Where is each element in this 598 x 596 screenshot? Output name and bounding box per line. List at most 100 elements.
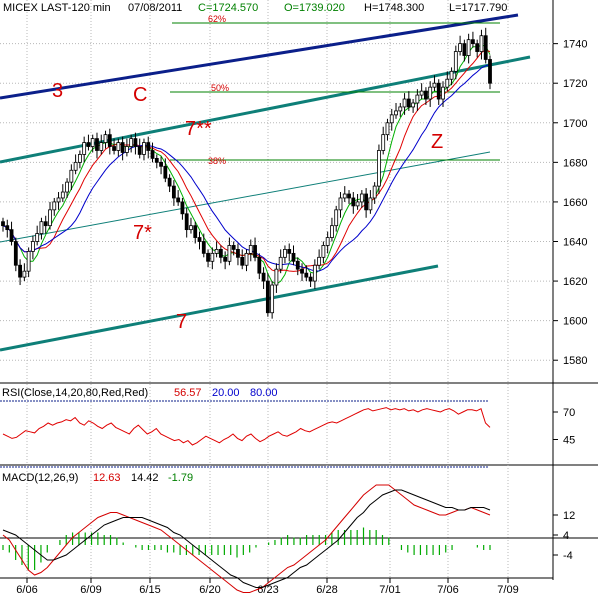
channel-top-line [0, 13, 519, 100]
candle-body [347, 193, 351, 199]
candle-body [120, 142, 125, 153]
candle-body [317, 256, 322, 266]
candle-body [351, 197, 356, 207]
wave-label-3: 3 [52, 80, 63, 102]
price-tick-label: 1600 [563, 316, 587, 328]
candle-body [424, 90, 428, 100]
candle-body [330, 225, 334, 238]
candle-body [218, 249, 223, 258]
price-tick-label: 1640 [563, 236, 587, 248]
candle-body [180, 201, 185, 215]
date-tick-label: 6/23 [257, 584, 278, 596]
candle-body [261, 272, 266, 282]
candle-body [291, 252, 296, 262]
candle-body [359, 193, 364, 203]
candle-body [142, 142, 146, 155]
price-tick-label: 1720 [563, 78, 587, 90]
date-tick-label: 7/06 [437, 584, 458, 596]
candle-body [167, 177, 172, 187]
candle-body [312, 264, 317, 282]
candle-body [432, 82, 437, 88]
candle-body [428, 86, 433, 100]
price-tick-label: 1620 [563, 276, 587, 288]
chart-low: L=1717.790 [449, 2, 507, 14]
candle-body [214, 249, 219, 254]
candle-body [372, 185, 377, 199]
channel-lower-line [0, 264, 439, 352]
candle-body [479, 35, 484, 52]
macd-label: MACD(12,26,9) [2, 472, 78, 484]
candle-body [278, 256, 283, 270]
price-tick-label: 1680 [563, 157, 587, 169]
candle-body [112, 146, 116, 151]
candle-body [206, 252, 210, 262]
candle-body [364, 193, 369, 211]
candle-body [22, 270, 27, 278]
candle-body [107, 134, 112, 147]
candle-body [129, 138, 134, 147]
candle-body [18, 264, 22, 278]
candle-body [466, 39, 471, 56]
rsi-line [2, 407, 491, 446]
candle-body [471, 39, 475, 45]
chart-symbol: MICEX LAST-120 min [3, 2, 111, 14]
macd-signal-value: 14.42 [131, 472, 159, 484]
macd-plot: -4 4 12 [2, 484, 575, 593]
candle-body [223, 256, 228, 262]
candle-body [321, 245, 326, 258]
candle-body [171, 185, 176, 199]
candle-body [381, 134, 386, 151]
candle-body [227, 245, 232, 262]
candle-body [69, 169, 74, 183]
date-tick-label: 7/01 [379, 584, 400, 596]
date-tick-label: 6/28 [316, 584, 337, 596]
rsi-tick-label: 70 [563, 407, 575, 419]
candle-body [398, 106, 403, 112]
candle-body [436, 82, 441, 100]
macd-line [2, 484, 491, 593]
candle-body [445, 78, 450, 88]
candle-body [334, 209, 339, 227]
candle-body [274, 268, 279, 286]
candle-body [116, 142, 121, 151]
candle-body [385, 122, 390, 136]
wave-label-7-double-star: 7** [185, 118, 212, 140]
candle-body [449, 70, 454, 80]
macd-hist-value: -1.79 [168, 472, 193, 484]
candle-body [458, 43, 462, 52]
candle-body [73, 161, 78, 171]
candle-body [236, 249, 240, 258]
rsi-label: RSI(Close,14,20,80,Red,Red) [2, 387, 148, 399]
candle-body [26, 250, 31, 272]
candle-body [35, 233, 40, 242]
candle-body [377, 150, 381, 187]
wave-label-c: C [133, 84, 147, 106]
candle-body [1, 221, 5, 227]
candle-body [308, 276, 313, 282]
candle-body [189, 225, 193, 231]
price-tick-label: 1700 [563, 118, 587, 130]
price-tick-label: 1660 [563, 197, 587, 209]
candle-body [295, 260, 300, 270]
price-tick-label: 1580 [563, 355, 587, 367]
candle-body [124, 146, 129, 153]
candle-body [184, 213, 189, 231]
candle-body [342, 193, 347, 199]
chart-high: H=1748.300 [364, 2, 424, 14]
candle-body [52, 201, 57, 211]
candle-body [411, 102, 416, 108]
candle-body [137, 146, 142, 155]
rsi-tick-label: 45 [563, 435, 575, 447]
candle-body [9, 229, 14, 242]
candle-body [197, 237, 202, 242]
date-tick-label: 6/15 [139, 584, 160, 596]
candle-body [441, 86, 445, 100]
wave-label-7-star: 7* [133, 222, 152, 244]
price-tick-label: 1740 [563, 39, 587, 51]
candle-body [193, 225, 198, 238]
macd-signal-line [2, 489, 491, 588]
candle-body [488, 59, 492, 84]
date-tick-label: 7/09 [497, 584, 518, 596]
candle-body [240, 256, 245, 266]
candle-body [483, 35, 488, 60]
